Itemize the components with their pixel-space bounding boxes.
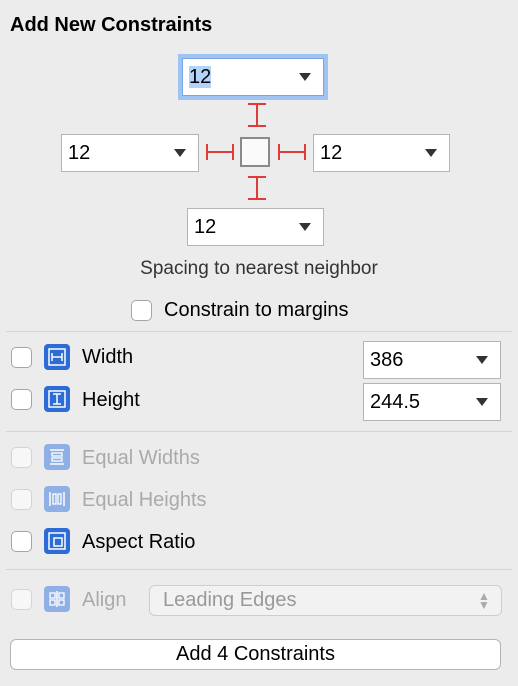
equal-widths-icon (44, 444, 70, 470)
aspect-ratio-checkbox[interactable] (11, 531, 32, 552)
bottom-spacing-field[interactable]: 12 (187, 208, 324, 246)
left-spacing-field[interactable]: 12 (61, 134, 199, 172)
align-select[interactable]: Leading Edges ▲ ▼ (149, 585, 502, 616)
bottom-spacing-value: 12 (194, 215, 217, 238)
add-constraints-button[interactable]: Add 4 Constraints (10, 639, 501, 670)
right-spacing-field[interactable]: 12 (313, 134, 450, 172)
width-checkbox[interactable] (11, 347, 32, 368)
chevron-down-icon[interactable] (425, 149, 437, 157)
chevron-down-icon[interactable] (476, 356, 488, 364)
equal-heights-label: Equal Heights (82, 489, 207, 511)
height-value-field[interactable]: 244.5 (363, 383, 501, 421)
top-spacing-field[interactable]: 12 (182, 58, 324, 96)
spacing-caption: Spacing to nearest neighbor (140, 258, 378, 279)
right-spacing-value: 12 (320, 141, 343, 164)
chevron-down-icon[interactable] (476, 398, 488, 406)
chevron-down-icon[interactable] (174, 149, 186, 157)
aspect-ratio-label: Aspect Ratio (82, 531, 196, 553)
width-label: Width (82, 346, 134, 368)
align-icon (44, 586, 70, 612)
selected-view-box (240, 137, 270, 167)
height-checkbox[interactable] (11, 389, 32, 410)
equal-widths-checkbox[interactable] (11, 447, 32, 468)
height-label: Height (82, 389, 140, 411)
panel-title: Add New Constraints (10, 14, 213, 36)
aspect-ratio-icon (44, 528, 70, 554)
chevron-down-icon[interactable] (299, 73, 311, 81)
equal-heights-checkbox[interactable] (11, 489, 32, 510)
equal-heights-icon (44, 486, 70, 512)
align-checkbox[interactable] (11, 589, 32, 610)
height-icon (44, 386, 70, 412)
top-spacing-value: 12 (189, 65, 212, 88)
align-label: Align (82, 589, 127, 611)
width-value-field[interactable]: 386 (363, 341, 501, 379)
width-icon (44, 344, 70, 370)
divider (6, 331, 512, 332)
updown-chevron-icon: ▲ ▼ (478, 588, 490, 612)
align-select-value: Leading Edges (163, 589, 297, 611)
chevron-down-icon[interactable] (299, 223, 311, 231)
width-value: 386 (370, 348, 404, 371)
constrain-margins-label[interactable]: Constrain to margins (164, 299, 349, 321)
equal-widths-label: Equal Widths (82, 447, 200, 469)
constrain-margins-checkbox[interactable] (131, 300, 152, 321)
height-value: 244.5 (370, 390, 421, 413)
divider (6, 569, 512, 570)
left-spacing-value: 12 (68, 141, 91, 164)
divider (6, 431, 512, 432)
